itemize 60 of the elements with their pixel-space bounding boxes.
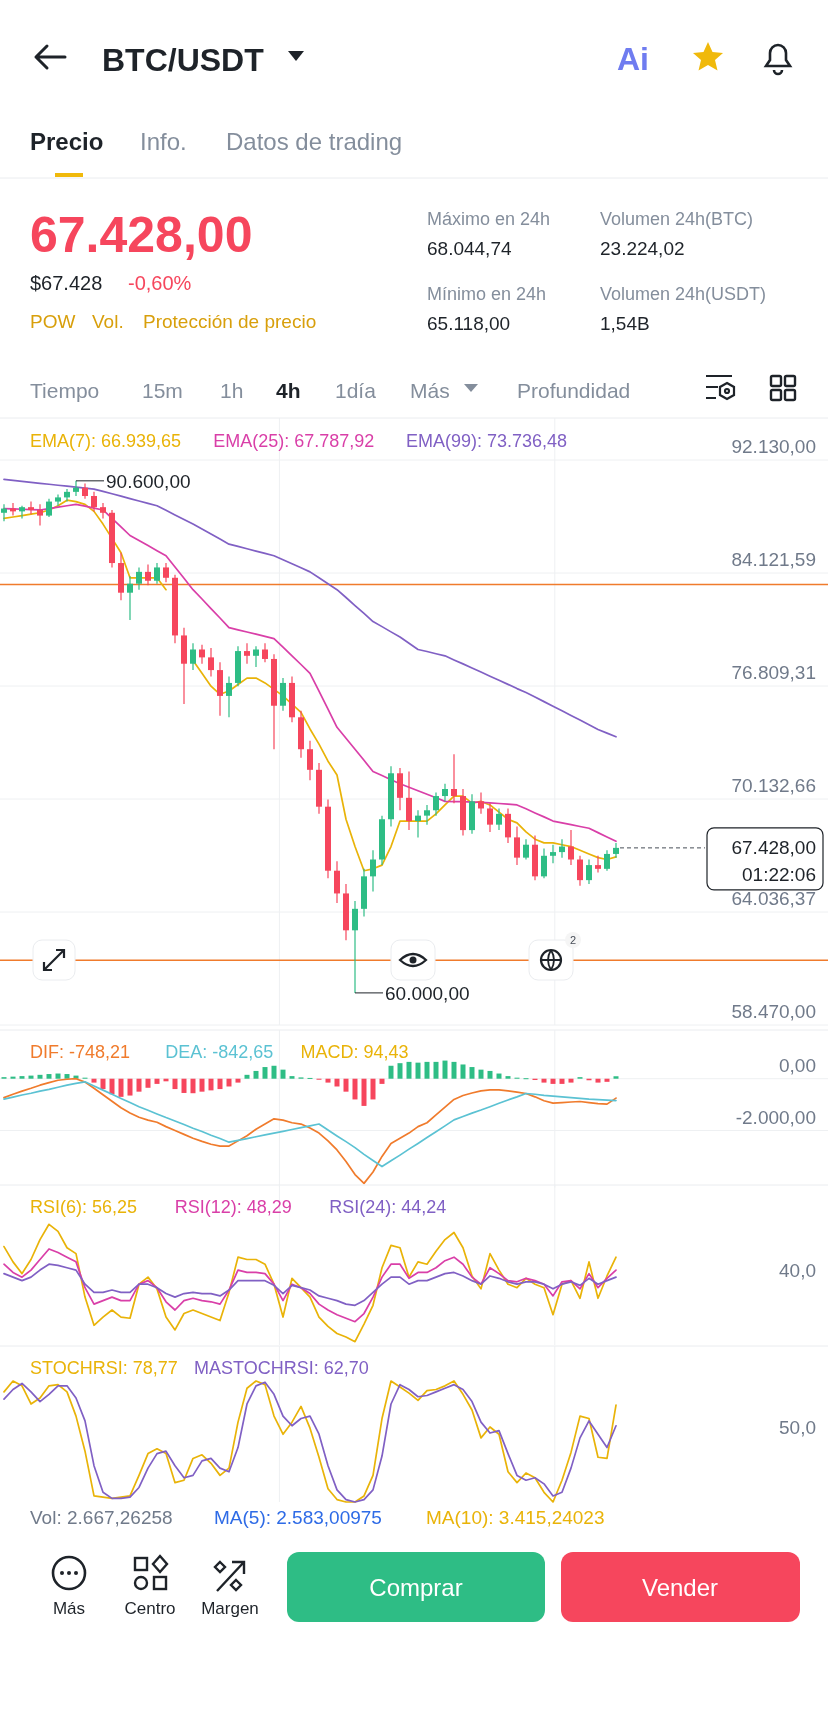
text: 23.224,02 (600, 238, 685, 259)
text: Vol: 2.667,26258 (30, 1507, 173, 1528)
text: Vender (641, 1574, 719, 1601)
text: EMA(25): 67.787,92 (213, 431, 375, 451)
text: MA(10): 3.415,24023 (426, 1507, 605, 1528)
series-label: MASTOCHRSI: 62,70 (194, 1358, 369, 1378)
y-tick-label: 92.130,00 (731, 436, 816, 458)
text: Info. (140, 128, 187, 155)
text: Volumen 24h(USDT) (600, 284, 767, 304)
text: Datos de trading (226, 128, 403, 155)
text: 65.118,00 (427, 313, 511, 334)
text: Margen (201, 1599, 259, 1618)
text: -0,60% (128, 272, 192, 294)
text: Tiempo (30, 379, 100, 402)
text: DEA: -842,65 (165, 1042, 274, 1062)
y-tick-label: 84.121,59 (731, 549, 816, 571)
text: $67.428 (30, 272, 103, 294)
annotation: 2 (569, 934, 577, 946)
text: Profundidad (517, 379, 631, 402)
text: Precio (30, 128, 104, 155)
text: Mínimo en 24h (427, 284, 547, 304)
text: EMA(7): 66.939,65 (30, 431, 182, 451)
text: MA(5): 2.583,00975 (214, 1507, 382, 1528)
text: 01:22:06 (742, 863, 816, 885)
text: 1,54B (600, 313, 650, 334)
text: 4h (276, 379, 301, 402)
text: 1h (220, 379, 244, 402)
ref-line-label: 67.428,00 (731, 836, 816, 858)
series-label: MACD: 94,43 (300, 1042, 409, 1062)
y-tick-label: 58.470,00 (731, 1001, 816, 1022)
text: Comprar (369, 1574, 463, 1601)
annotation: 60.000,00 (385, 982, 470, 1004)
y-tick-label: 70.132,66 (731, 775, 816, 797)
y-tick-label: 64.036,37 (731, 888, 816, 909)
y-tick-label: -2.000,00 (735, 1106, 816, 1128)
text: BTC/USDT (102, 42, 265, 78)
y-tick-label: 76.809,31 (731, 662, 816, 684)
text: 67.428,00 (30, 207, 253, 263)
text: Ai (617, 41, 649, 77)
text: Máximo en 24h (427, 209, 551, 229)
text: 50,0 (779, 1417, 816, 1438)
series-label: RSI(6): 56,25 (30, 1197, 138, 1217)
text: POW (30, 311, 76, 332)
text: 40,0 (779, 1260, 816, 1281)
text: Protección de precio (143, 311, 317, 332)
y-tick-label: 0,00 (779, 1054, 816, 1076)
text: RSI(12): 48,29 (174, 1197, 292, 1217)
text: 1día (335, 379, 377, 402)
text: Vol. (92, 311, 124, 332)
text: Volumen 24h(BTC) (600, 209, 754, 229)
text: EMA(99): 73.736,48 (406, 431, 568, 451)
series-label: DIF: -748,21 (30, 1042, 131, 1062)
text: Más (410, 379, 450, 402)
text: Centro (124, 1599, 176, 1618)
series-label: STOCHRSI: 78,77 (30, 1358, 178, 1378)
text: 68.044,74 (427, 238, 512, 259)
text: RSI(24): 44,24 (329, 1197, 447, 1217)
annotation: 90.600,00 (106, 470, 191, 492)
text: Más (52, 1599, 86, 1618)
text: 15m (142, 379, 183, 402)
